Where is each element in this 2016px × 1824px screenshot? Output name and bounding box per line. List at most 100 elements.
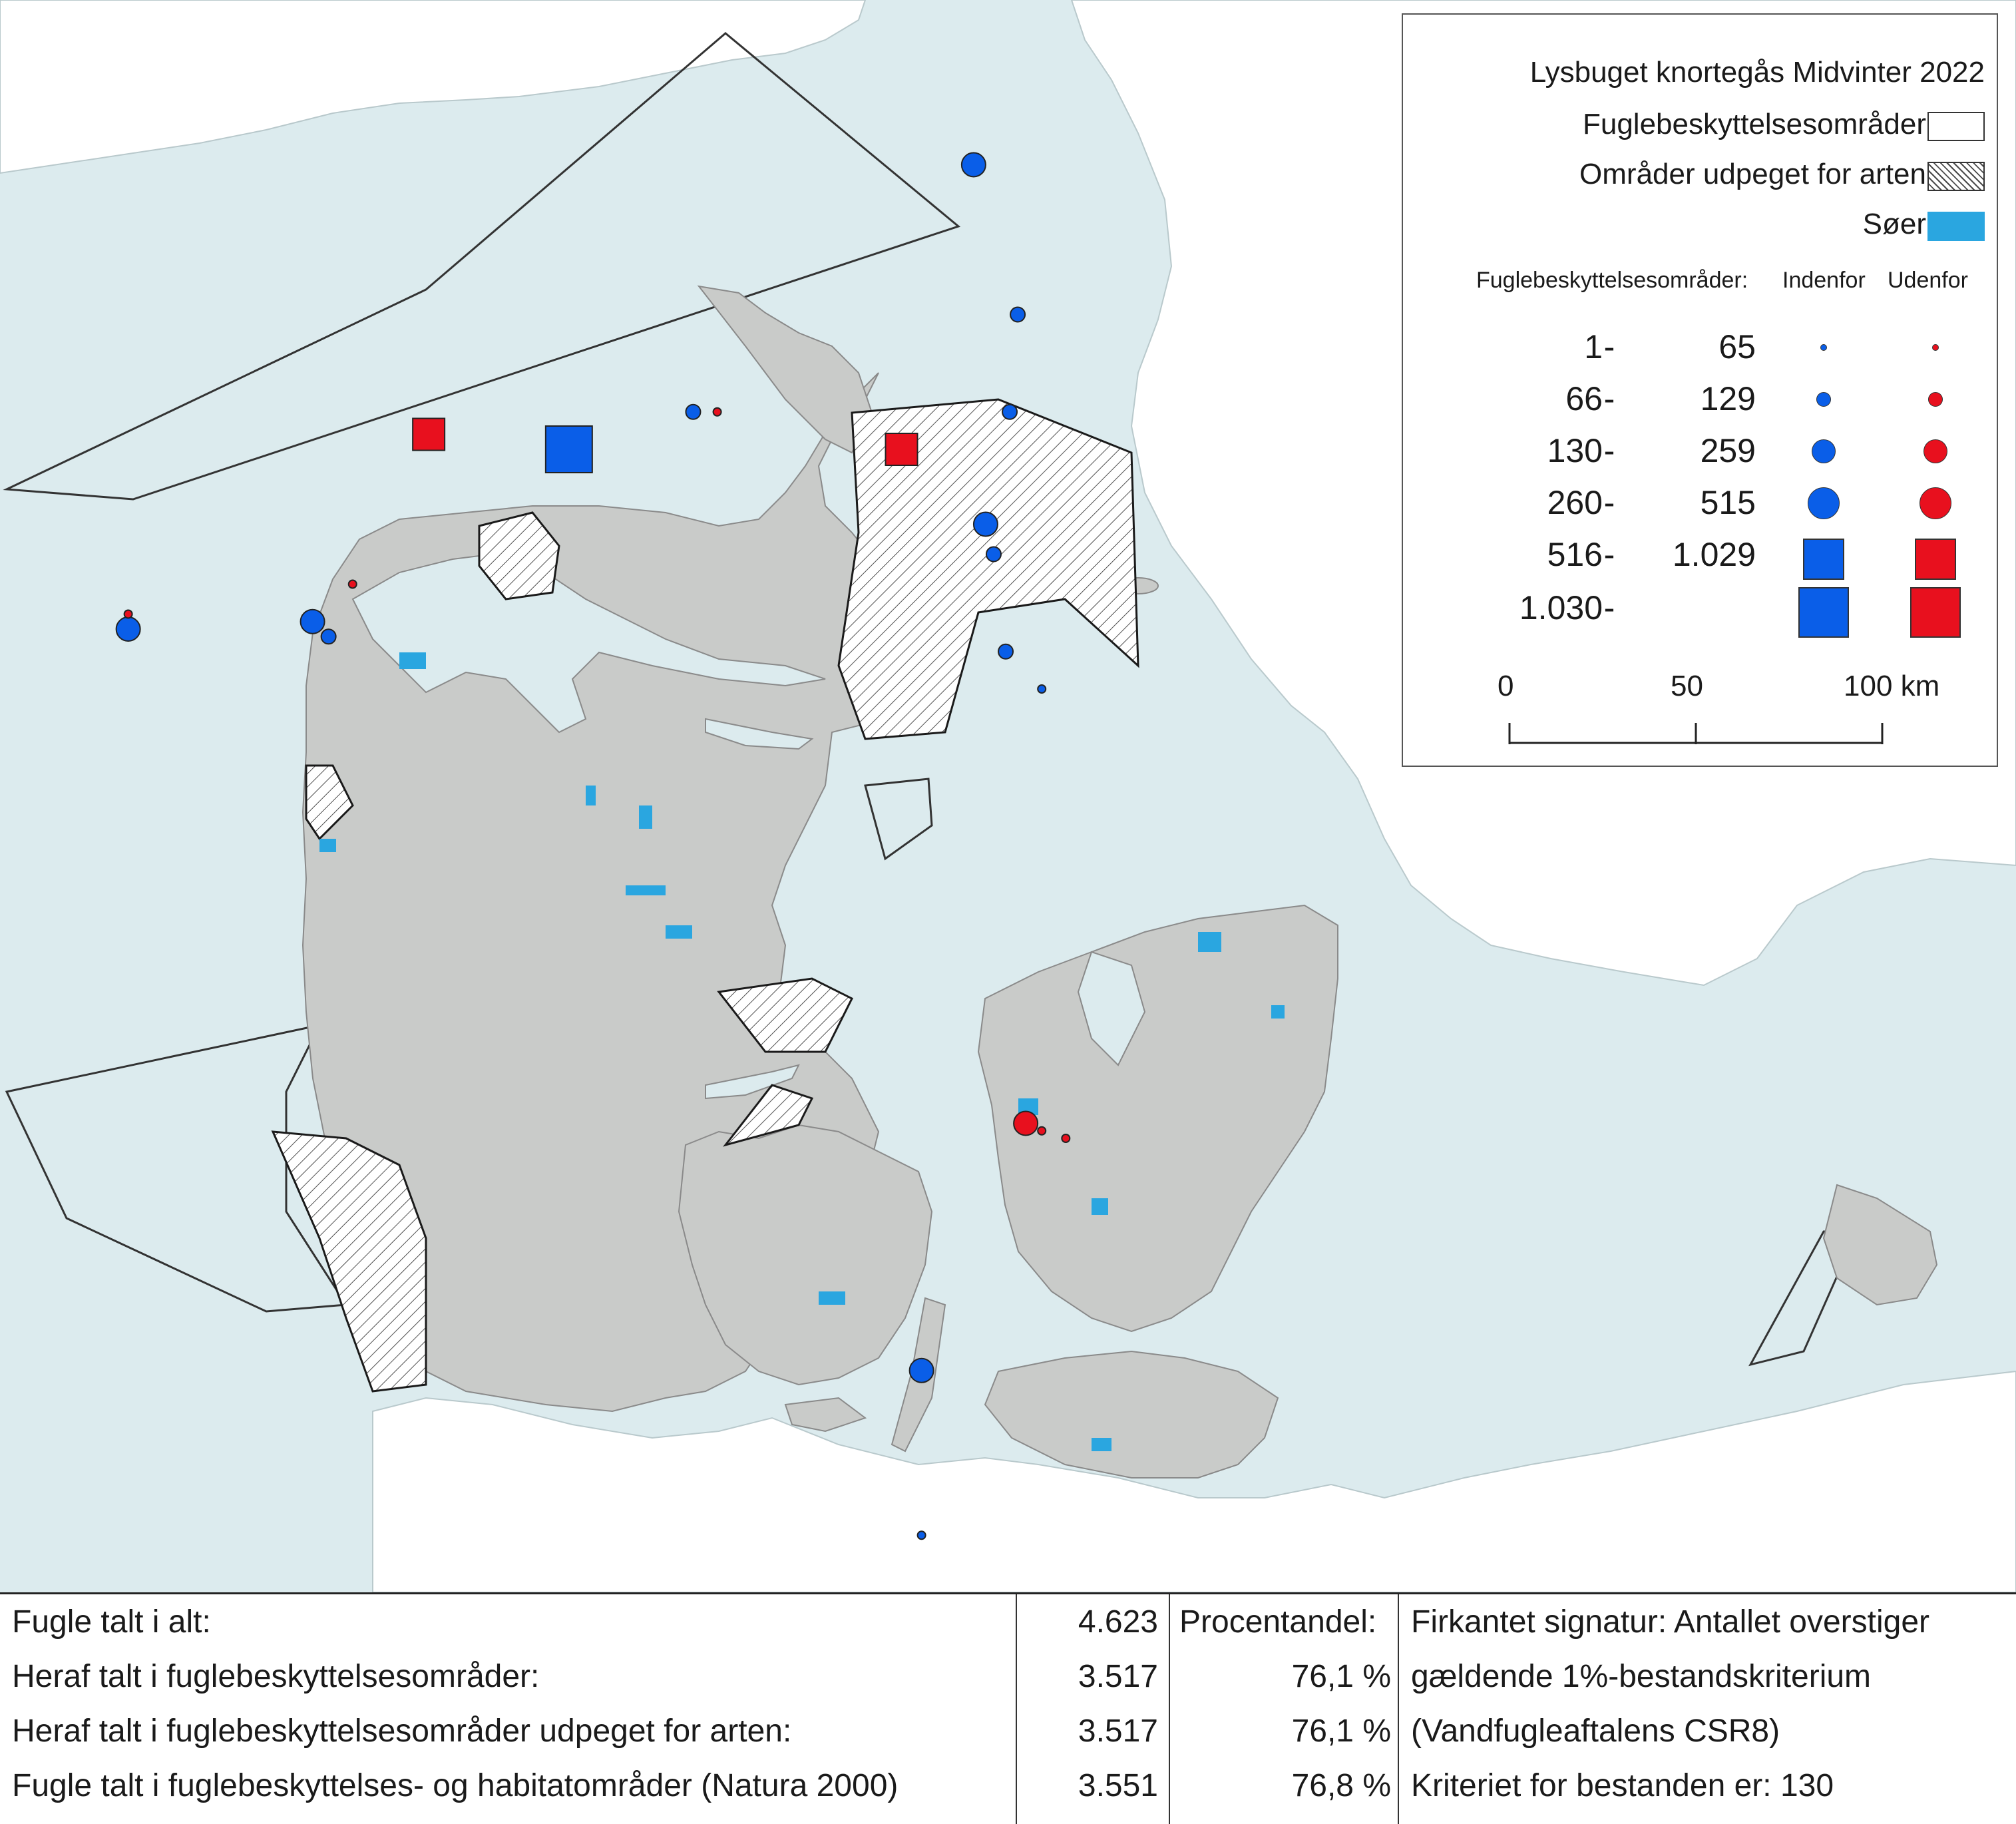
aero bbox=[784, 1397, 867, 1433]
observation-inside bbox=[115, 616, 141, 642]
hatched-horsens bbox=[717, 977, 854, 1053]
class-dash: - bbox=[1603, 536, 1615, 573]
observation-inside bbox=[1037, 684, 1047, 694]
scale-label-100: 100 km bbox=[1844, 670, 1940, 702]
note-line-2: gældende 1%-bestandskriterium bbox=[1411, 1659, 1872, 1694]
bornholm bbox=[1822, 1184, 1938, 1306]
stat-label: Heraf talt i fuglebeskyttelsesområder: bbox=[12, 1659, 540, 1694]
legend-designated-label: Områder udpeget for arten bbox=[1579, 158, 1926, 190]
legend-symbol-outside bbox=[1910, 587, 1961, 638]
class-max: 1.029 bbox=[1672, 536, 1756, 573]
legend-symbol-inside bbox=[1816, 392, 1831, 407]
class-max: 515 bbox=[1700, 484, 1756, 521]
note-line-3: (Vandfugleaftalens CSR8) bbox=[1411, 1713, 1780, 1749]
stats-table: Fugle talt i alt: 4.623 Heraf talt i fugle… bbox=[0, 1592, 2016, 1824]
zealand bbox=[977, 904, 1338, 1333]
observation-inside bbox=[320, 628, 337, 645]
hatched-vejle bbox=[723, 1084, 814, 1147]
scale-bar bbox=[1508, 723, 1884, 744]
hatched-westcoast bbox=[305, 764, 354, 841]
hatched-limfjord bbox=[478, 511, 560, 600]
stat-percent: 76,8 % bbox=[1291, 1768, 1391, 1803]
stat-percent: 76,1 % bbox=[1291, 1659, 1391, 1694]
stat-percent: 76,1 % bbox=[1291, 1713, 1391, 1749]
class-max: 129 bbox=[1700, 380, 1756, 417]
observation-inside bbox=[1002, 403, 1018, 420]
class-dash: - bbox=[1603, 380, 1615, 417]
legend-symbol-inside bbox=[1803, 539, 1844, 580]
isefjord bbox=[1077, 951, 1146, 1066]
class-dash: - bbox=[1603, 484, 1615, 521]
scale-label-0: 0 bbox=[1498, 670, 1514, 702]
legend-symbol-inside bbox=[1820, 344, 1827, 351]
observation-inside bbox=[985, 546, 1002, 563]
observation-inside bbox=[544, 425, 593, 473]
observation-outside bbox=[712, 407, 722, 417]
legend-symbol-outside bbox=[1915, 539, 1956, 580]
stat-label: Fugle talt i alt: bbox=[12, 1604, 211, 1640]
legend-symbol-inside bbox=[1808, 487, 1840, 519]
legend-symbol-inside bbox=[1798, 587, 1849, 638]
observation-inside bbox=[908, 1357, 934, 1383]
lolland-falster-mon bbox=[984, 1350, 1279, 1479]
observation-inside bbox=[972, 511, 998, 537]
observation-outside bbox=[885, 433, 918, 466]
class-dash: - bbox=[1603, 328, 1615, 365]
legend-spa-label: Fuglebeskyttelsesområder bbox=[1582, 108, 1926, 140]
stat-value: 3.551 bbox=[1078, 1768, 1158, 1803]
class-min: 66 bbox=[1565, 380, 1603, 417]
vendsyssel bbox=[697, 285, 873, 454]
class-max: 259 bbox=[1700, 432, 1756, 469]
legend-symbol-outside bbox=[1919, 487, 1951, 519]
stat-label: Fugle talt i fuglebeskyttelses- og habit… bbox=[12, 1768, 899, 1803]
class-dash: - bbox=[1603, 432, 1615, 469]
note-line-4: Kriteriet for bestanden er: 130 bbox=[1411, 1768, 1834, 1803]
lakes bbox=[319, 652, 1285, 1451]
observation-outside bbox=[412, 417, 446, 451]
kattegat-spa bbox=[864, 778, 933, 861]
mariager-fjord bbox=[705, 718, 814, 750]
observation-inside bbox=[916, 1530, 926, 1540]
legend-size-header: Fuglebeskyttelsesområder: bbox=[1476, 268, 1748, 293]
stat-value: 4.623 bbox=[1078, 1604, 1158, 1640]
observation-outside bbox=[1013, 1110, 1039, 1136]
class-dash: - bbox=[1603, 589, 1615, 626]
norway-land bbox=[0, 0, 867, 174]
legend-symbol-inside bbox=[1812, 439, 1836, 463]
north-sea-spa bbox=[3, 32, 961, 501]
observation-outside bbox=[1037, 1126, 1047, 1136]
stat-label: Heraf talt i fuglebeskyttelsesområder ud… bbox=[12, 1713, 792, 1749]
observation-inside bbox=[300, 608, 325, 634]
note-line-1: Firkantet signatur: Antallet overstiger bbox=[1411, 1604, 1930, 1640]
observation-outside bbox=[123, 609, 133, 619]
class-min: 1.030 bbox=[1519, 589, 1603, 626]
vejle-fjord bbox=[705, 1064, 800, 1100]
legend-lakes-swatch bbox=[1927, 212, 1985, 241]
observation-outside bbox=[1061, 1134, 1071, 1143]
stat-value: 3.517 bbox=[1078, 1713, 1158, 1749]
class-min: 1 bbox=[1584, 328, 1603, 365]
legend-symbol-outside bbox=[1932, 344, 1939, 351]
observation-inside bbox=[960, 152, 986, 178]
class-min: 260 bbox=[1547, 484, 1603, 521]
legend-symbol-outside bbox=[1928, 392, 1943, 407]
legend-col-inside: Indenfor bbox=[1782, 268, 1866, 293]
observation-inside bbox=[998, 643, 1014, 660]
class-min: 516 bbox=[1547, 536, 1603, 573]
legend-lakes-label: Søer bbox=[1862, 208, 1926, 240]
stat-value: 3.517 bbox=[1078, 1659, 1158, 1694]
legend-designated-swatch bbox=[1927, 162, 1985, 191]
legend-title: Lysbuget knortegås Midvinter 2022 bbox=[1529, 56, 1985, 89]
scale-label-50: 50 bbox=[1671, 670, 1703, 702]
pct-header: Procentandel: bbox=[1179, 1604, 1377, 1640]
hatched-wadden-sea bbox=[271, 1130, 427, 1393]
class-min: 130 bbox=[1547, 432, 1603, 469]
legend-symbol-outside bbox=[1923, 439, 1947, 463]
observation-inside bbox=[685, 403, 702, 420]
map-legend: Lysbuget knortegås Midvinter 2022 Fugleb… bbox=[1402, 13, 1998, 767]
hatched-kattegat bbox=[837, 398, 1139, 740]
legend-col-outside: Udenfor bbox=[1888, 268, 1968, 293]
class-max: 65 bbox=[1718, 328, 1756, 365]
germany-land bbox=[372, 1370, 2016, 1592]
observation-inside bbox=[1010, 306, 1026, 323]
